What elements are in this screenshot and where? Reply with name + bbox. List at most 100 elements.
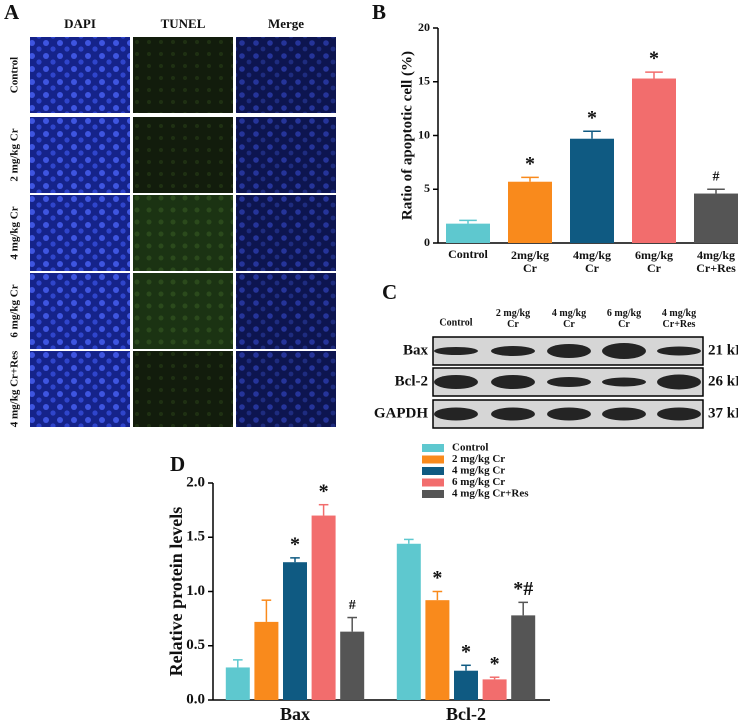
bar bbox=[508, 181, 552, 243]
y-tick-label: 15 bbox=[418, 74, 430, 88]
size-label: 37 kDa bbox=[708, 405, 738, 421]
significance: * bbox=[490, 653, 500, 675]
blot-band bbox=[491, 346, 535, 356]
y-tick-label: 0.0 bbox=[186, 691, 205, 707]
x-tick-label: Control bbox=[448, 247, 488, 261]
y-tick-label: 0.5 bbox=[186, 637, 205, 653]
y-tick-label: 20 bbox=[418, 20, 430, 34]
y-axis-label: Ratio of apoptotic cell (%) bbox=[399, 51, 415, 220]
bar bbox=[311, 515, 336, 700]
significance: * bbox=[290, 533, 300, 555]
blot-band bbox=[434, 375, 478, 389]
lane-label: 4 mg/kg Cr+Res bbox=[662, 308, 696, 330]
row-label: 4 mg/kg Cr+Res bbox=[9, 350, 21, 427]
blot-band bbox=[547, 377, 591, 387]
micrograph bbox=[30, 37, 130, 113]
micrograph bbox=[133, 195, 233, 271]
y-tick-label: 2.0 bbox=[186, 474, 205, 490]
legend-label: 4 mg/kg Cr+Res bbox=[452, 488, 529, 500]
legend-label: 2 mg/kg Cr bbox=[452, 453, 505, 465]
blot-band bbox=[434, 407, 478, 421]
panel-label: B bbox=[372, 0, 386, 24]
column-label: DAPI bbox=[64, 16, 96, 31]
micrograph bbox=[236, 117, 336, 193]
bar bbox=[340, 631, 365, 700]
bar bbox=[425, 600, 450, 700]
bar bbox=[283, 562, 307, 700]
lane-label: Control bbox=[439, 317, 472, 328]
significance: * bbox=[461, 641, 471, 663]
micrograph bbox=[30, 195, 130, 271]
micrograph bbox=[236, 195, 336, 271]
significance: # bbox=[349, 598, 356, 613]
size-label: 21 kDa bbox=[708, 342, 738, 358]
significance: * bbox=[649, 48, 659, 70]
panel-label: C bbox=[382, 280, 397, 304]
bar bbox=[511, 615, 536, 700]
protein-label: GAPDH bbox=[374, 405, 428, 421]
significance: * bbox=[432, 567, 442, 589]
bar bbox=[446, 223, 490, 243]
bar bbox=[254, 621, 279, 700]
row-label: 4 mg/kg Cr bbox=[9, 206, 21, 259]
row-label: Control bbox=[9, 57, 21, 93]
y-tick-label: 1.0 bbox=[186, 583, 205, 599]
row-label: 6 mg/kg Cr bbox=[9, 284, 21, 337]
blot-band bbox=[547, 344, 591, 358]
blot-band bbox=[491, 407, 535, 421]
x-tick-label: Bax bbox=[280, 704, 310, 724]
lane-label: 6 mg/kg Cr bbox=[607, 308, 641, 330]
protein-label: Bax bbox=[403, 342, 429, 358]
significance: * bbox=[319, 480, 329, 502]
bar bbox=[225, 667, 250, 700]
lane-label: 4 mg/kg Cr bbox=[552, 308, 586, 330]
y-tick-label: 0 bbox=[424, 235, 430, 249]
micrograph bbox=[30, 273, 130, 349]
y-tick-label: 1.5 bbox=[186, 529, 205, 545]
bar bbox=[632, 78, 676, 244]
micrograph bbox=[133, 37, 233, 113]
size-label: 26 kDa bbox=[708, 373, 738, 389]
legend-swatch bbox=[422, 444, 444, 452]
legend-swatch bbox=[422, 467, 444, 475]
micrograph bbox=[236, 273, 336, 349]
micrograph bbox=[236, 37, 336, 113]
micrograph bbox=[133, 117, 233, 193]
x-tick-label: 4mg/kg Cr bbox=[573, 248, 611, 275]
y-axis-label: Relative protein levels bbox=[166, 507, 186, 677]
x-tick-label: 2mg/kg Cr bbox=[511, 248, 549, 275]
panel-a: DAPI TUNEL Merge Control 2 mg/kg Cr 4 mg/kg C… bbox=[9, 16, 336, 427]
legend-label: 6 mg/kg Cr bbox=[452, 476, 505, 488]
blot-band bbox=[657, 346, 701, 356]
bar bbox=[570, 138, 614, 243]
blot-band bbox=[491, 375, 535, 389]
x-tick-label: 6mg/kg Cr bbox=[635, 248, 673, 275]
bar bbox=[694, 193, 738, 243]
blot-band bbox=[602, 407, 646, 421]
blot-band bbox=[657, 374, 701, 390]
bar bbox=[396, 543, 421, 700]
bar bbox=[454, 670, 478, 700]
legend-label: Control bbox=[452, 442, 488, 454]
panel-label: A bbox=[4, 0, 20, 24]
x-tick-label: 4mg/kg Cr+Res bbox=[696, 248, 736, 275]
blot-band bbox=[602, 343, 646, 359]
significance: # bbox=[713, 169, 720, 184]
panel-label: D bbox=[170, 452, 185, 476]
x-tick-label: Bcl-2 bbox=[446, 704, 486, 724]
micrograph bbox=[30, 351, 130, 427]
micrograph bbox=[133, 273, 233, 349]
micrograph bbox=[236, 351, 336, 427]
charts: 0 5 10 15 20 Ratio of apoptotic cell (%) Contr… bbox=[166, 20, 738, 724]
legend-swatch bbox=[422, 455, 444, 464]
legend-swatch bbox=[422, 490, 444, 498]
lane-label: 2 mg/kg Cr bbox=[496, 308, 530, 330]
micrograph bbox=[30, 117, 130, 193]
legend-swatch bbox=[422, 478, 444, 487]
significance: * bbox=[525, 153, 535, 175]
micrograph bbox=[133, 351, 233, 427]
bar bbox=[482, 679, 507, 700]
blot-band bbox=[434, 347, 478, 355]
legend-label: 4 mg/kg Cr bbox=[452, 465, 505, 477]
y-tick-label: 5 bbox=[424, 181, 430, 195]
